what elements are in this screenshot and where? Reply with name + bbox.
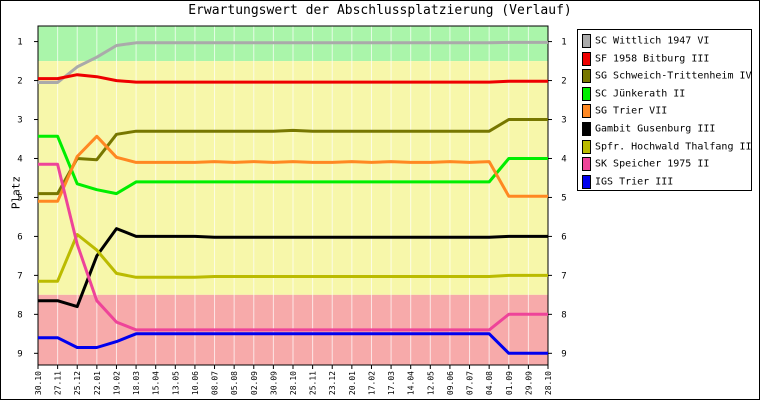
x-tick-label: 23.12 — [328, 371, 337, 395]
series-line-2 — [38, 118, 548, 196]
x-tick-label: 29.09 — [524, 371, 533, 395]
legend-label: SC Jünkerath II — [595, 88, 686, 100]
x-tick-label: 09.06 — [446, 371, 455, 395]
series-line-5 — [38, 227, 548, 309]
x-tick-label: 01.09 — [505, 371, 514, 395]
legend-item: SG Schweich-Trittenheim IV — [582, 69, 752, 85]
y-tick-label-right: 4 — [561, 154, 566, 164]
series-line-6 — [38, 233, 548, 283]
legend-item: SC Jünkerath II — [582, 86, 686, 103]
y-tick-label-left: 2 — [17, 77, 22, 87]
series-line-1 — [38, 73, 548, 84]
legend-label: Gambit Gusenburg III — [595, 123, 716, 135]
legend-label: SK Speicher 1975 II — [595, 158, 710, 170]
y-tick-label-left: 7 — [17, 271, 22, 281]
legend-label: SC Wittlich 1947 VI — [595, 35, 710, 47]
x-tick-label: 28.10 — [544, 371, 553, 395]
legend-item: Spfr. Hochwald Thalfang II — [582, 139, 752, 156]
x-tick-label: 08.07 — [211, 371, 220, 395]
y-tick-label-right: 6 — [561, 232, 566, 242]
x-tick-label: 17.02 — [367, 371, 376, 395]
legend-item: IGS Trier III — [582, 174, 674, 191]
legend-item: SK Speicher 1975 II — [582, 157, 709, 173]
x-tick-label: 14.04 — [407, 371, 416, 395]
legend-label: SG Trier VII — [595, 105, 668, 117]
x-tick-label: 20.01 — [348, 371, 357, 395]
legend-label: IGS Trier III — [595, 176, 674, 188]
legend-swatch — [582, 104, 591, 119]
y-tick-label-right: 8 — [561, 310, 566, 320]
legend-swatch — [582, 51, 591, 66]
series-line-4 — [38, 134, 548, 203]
y-tick-label-left: 4 — [17, 154, 22, 164]
chart-title: Erwartungswert der Abschlussplatzierung … — [188, 3, 572, 18]
legend-swatch — [582, 122, 591, 136]
y-tick-label-left: 6 — [17, 232, 22, 242]
x-tick-label: 17.03 — [387, 371, 396, 395]
legend-label: SG Schweich-Trittenheim IV — [595, 70, 752, 82]
legend: SC Wittlich 1947 VI SF 1958 Bitburg III SG… — [577, 29, 752, 191]
x-tick-label: 22.01 — [93, 371, 102, 395]
x-tick-label: 30.10 — [34, 371, 43, 395]
series-line-7 — [38, 162, 548, 332]
x-tick-label: 04.08 — [485, 371, 494, 395]
legend-swatch — [582, 69, 591, 84]
legend-label: SF 1958 Bitburg III — [595, 53, 710, 65]
x-tick-label: 19.02 — [112, 371, 121, 395]
x-tick-label: 25.11 — [309, 371, 318, 395]
legend-swatch — [582, 157, 591, 172]
x-tick-label: 07.07 — [466, 371, 475, 395]
y-tick-label-right: 2 — [561, 77, 566, 87]
y-tick-label-left: 9 — [17, 349, 22, 359]
x-tick-label: 02.09 — [250, 371, 259, 395]
y-tick-label-right: 9 — [561, 349, 566, 359]
x-tick-label: 05.08 — [230, 371, 239, 395]
y-tick-label-left: 1 — [17, 38, 22, 48]
x-tick-label: 13.05 — [171, 371, 180, 395]
y-tick-label-left: 5 — [17, 193, 22, 203]
legend-item: Gambit Gusenburg III — [582, 122, 715, 138]
x-tick-label: 27.11 — [54, 371, 63, 395]
legend-item: SG Trier VII — [582, 104, 667, 120]
x-tick-label: 28.10 — [289, 371, 298, 395]
legend-label: Spfr. Hochwald Thalfang II — [595, 141, 752, 153]
legend-swatch — [582, 139, 591, 154]
y-tick-label-left: 3 — [17, 116, 22, 126]
x-tick-label: 18.03 — [132, 371, 141, 395]
series-line-8 — [38, 332, 548, 355]
y-tick-label-right: 3 — [561, 116, 566, 126]
series-line-0 — [38, 40, 548, 84]
y-tick-label-right: 7 — [561, 271, 566, 281]
x-tick-label: 10.06 — [191, 371, 200, 395]
legend-item: SC Wittlich 1947 VI — [582, 34, 709, 50]
x-tick-label: 25.12 — [73, 371, 82, 395]
series-line-3 — [38, 134, 548, 196]
legend-swatch — [582, 86, 591, 101]
x-tick-label: 12.05 — [426, 371, 435, 395]
legend-swatch — [582, 174, 591, 189]
x-tick-label: 15.04 — [152, 371, 161, 395]
y-tick-label-right: 5 — [561, 193, 566, 203]
y-tick-label-left: 8 — [17, 310, 22, 320]
legend-swatch — [582, 34, 591, 48]
x-tick-label: 30.09 — [269, 371, 278, 395]
y-tick-label-right: 1 — [561, 38, 566, 48]
legend-item: SF 1958 Bitburg III — [582, 51, 710, 68]
